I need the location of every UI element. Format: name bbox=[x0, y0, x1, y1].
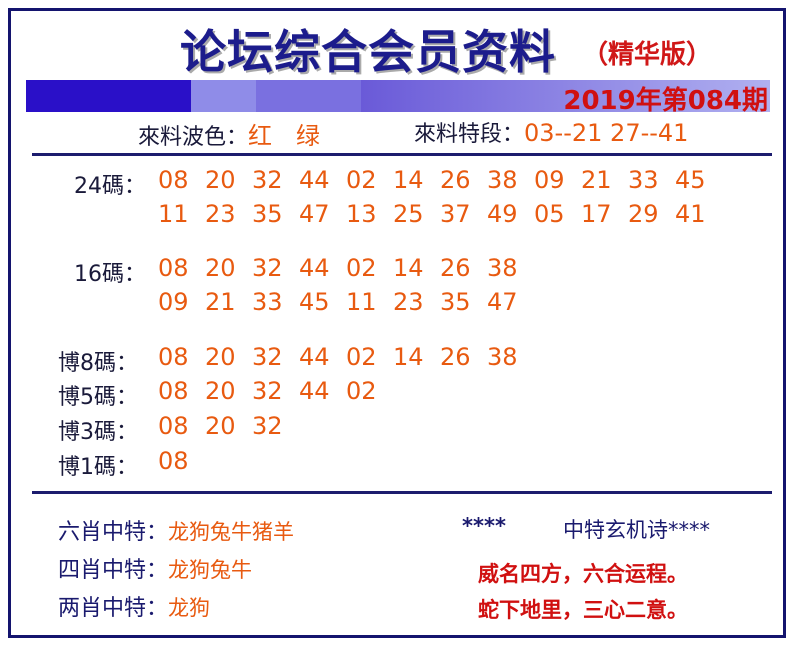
code-group-label: 博8碼： bbox=[58, 351, 138, 376]
code-number: 44 bbox=[299, 343, 330, 371]
poem-line: 蛇下地里，三心二意。 bbox=[478, 598, 688, 622]
code-number: 08 bbox=[158, 254, 189, 282]
code-number: 11 bbox=[346, 288, 377, 316]
code-number: 49 bbox=[487, 200, 518, 228]
code-number: 08 bbox=[158, 343, 189, 371]
code-group-label: 博3碼： bbox=[58, 420, 138, 445]
code-number: 44 bbox=[299, 377, 330, 405]
wave-value: 红 绿 bbox=[248, 122, 321, 150]
code-number: 20 bbox=[205, 343, 236, 371]
code-number: 02 bbox=[346, 166, 377, 194]
code-number: 26 bbox=[440, 343, 471, 371]
code-numbers-row: 11 23 35 47 13 25 37 49 05 17 29 41 bbox=[158, 200, 722, 228]
code-number: 14 bbox=[393, 166, 424, 194]
poem-stars: **** bbox=[462, 514, 506, 538]
code-numbers-row: 08 20 32 bbox=[158, 412, 299, 440]
zodiac-value: 龙狗兔牛猪羊 bbox=[168, 520, 295, 544]
wave-label: 來料波色： bbox=[138, 125, 249, 150]
code-number: 38 bbox=[487, 254, 518, 282]
code-group-label: 博1碼： bbox=[58, 455, 138, 480]
segment-value: 03--21 27--41 bbox=[524, 119, 689, 147]
wave-info: 來料波色：红 绿 bbox=[138, 116, 320, 151]
code-number: 20 bbox=[205, 254, 236, 282]
code-number: 33 bbox=[628, 166, 659, 194]
code-numbers-row: 09 21 33 45 11 23 35 47 bbox=[158, 288, 534, 316]
code-number: 32 bbox=[252, 254, 283, 282]
code-number: 35 bbox=[252, 200, 283, 228]
code-number: 44 bbox=[299, 254, 330, 282]
code-number: 20 bbox=[205, 377, 236, 405]
edition-label: （精华版） bbox=[582, 40, 713, 70]
code-number: 14 bbox=[393, 343, 424, 371]
code-number: 47 bbox=[299, 200, 330, 228]
code-number: 26 bbox=[440, 254, 471, 282]
code-number: 38 bbox=[487, 166, 518, 194]
code-number: 20 bbox=[205, 166, 236, 194]
code-group-label: 16碼： bbox=[74, 262, 146, 287]
code-number: 02 bbox=[346, 377, 377, 405]
code-numbers-row: 08 20 32 44 02 14 26 38 bbox=[158, 254, 534, 282]
code-number: 41 bbox=[675, 200, 706, 228]
code-number: 08 bbox=[158, 377, 189, 405]
code-number: 21 bbox=[205, 288, 236, 316]
code-number: 08 bbox=[158, 166, 189, 194]
segment-label: 來料特段： bbox=[414, 122, 525, 147]
zodiac-label: 两肖中特： bbox=[58, 596, 169, 621]
code-number: 09 bbox=[158, 288, 189, 316]
code-number: 05 bbox=[534, 200, 565, 228]
zodiac-row: 两肖中特：龙狗 bbox=[58, 590, 210, 622]
issue-number: 2019年第084期 bbox=[563, 86, 768, 116]
code-number: 23 bbox=[393, 288, 424, 316]
code-number: 32 bbox=[252, 412, 283, 440]
code-number: 02 bbox=[346, 343, 377, 371]
code-number: 44 bbox=[299, 166, 330, 194]
code-number: 32 bbox=[252, 166, 283, 194]
code-number: 11 bbox=[158, 200, 189, 228]
code-number: 45 bbox=[675, 166, 706, 194]
header-bar bbox=[26, 80, 770, 112]
code-numbers-row: 08 20 32 44 02 14 26 38 bbox=[158, 343, 534, 371]
code-numbers-row: 08 20 32 44 02 bbox=[158, 377, 393, 405]
code-number: 20 bbox=[205, 412, 236, 440]
poem-line: 威名四方，六合运程。 bbox=[478, 562, 688, 586]
segment-info: 來料特段：03--21 27--41 bbox=[414, 116, 688, 148]
code-numbers-row: 08 bbox=[158, 447, 205, 475]
code-number: 02 bbox=[346, 254, 377, 282]
code-number: 33 bbox=[252, 288, 283, 316]
zodiac-value: 龙狗兔牛 bbox=[168, 558, 253, 582]
code-number: 21 bbox=[581, 166, 612, 194]
code-group-label: 24碼： bbox=[74, 174, 146, 199]
zodiac-row: 六肖中特：龙狗兔牛猪羊 bbox=[58, 514, 294, 546]
code-number: 37 bbox=[440, 200, 471, 228]
zodiac-value: 龙狗 bbox=[168, 596, 211, 620]
code-number: 29 bbox=[628, 200, 659, 228]
poster-frame bbox=[8, 8, 786, 638]
code-number: 09 bbox=[534, 166, 565, 194]
zodiac-label: 六肖中特： bbox=[58, 520, 169, 545]
code-number: 35 bbox=[440, 288, 471, 316]
code-number: 17 bbox=[581, 200, 612, 228]
code-group-label: 博5碼： bbox=[58, 385, 138, 410]
code-number: 32 bbox=[252, 377, 283, 405]
zodiac-label: 四肖中特： bbox=[58, 558, 169, 583]
code-number: 08 bbox=[158, 412, 189, 440]
code-number: 32 bbox=[252, 343, 283, 371]
poem-title: 中特玄机诗**** bbox=[563, 518, 710, 542]
code-number: 47 bbox=[487, 288, 518, 316]
divider bbox=[32, 491, 772, 494]
code-number: 14 bbox=[393, 254, 424, 282]
code-numbers-row: 08 20 32 44 02 14 26 38 09 21 33 45 bbox=[158, 166, 722, 194]
code-number: 23 bbox=[205, 200, 236, 228]
code-number: 38 bbox=[487, 343, 518, 371]
code-number: 08 bbox=[158, 447, 189, 475]
code-number: 45 bbox=[299, 288, 330, 316]
zodiac-row: 四肖中特：龙狗兔牛 bbox=[58, 552, 252, 584]
divider bbox=[32, 153, 772, 156]
poster-title: 论坛综合会员资料 bbox=[180, 25, 556, 79]
code-number: 26 bbox=[440, 166, 471, 194]
code-number: 13 bbox=[346, 200, 377, 228]
code-number: 25 bbox=[393, 200, 424, 228]
